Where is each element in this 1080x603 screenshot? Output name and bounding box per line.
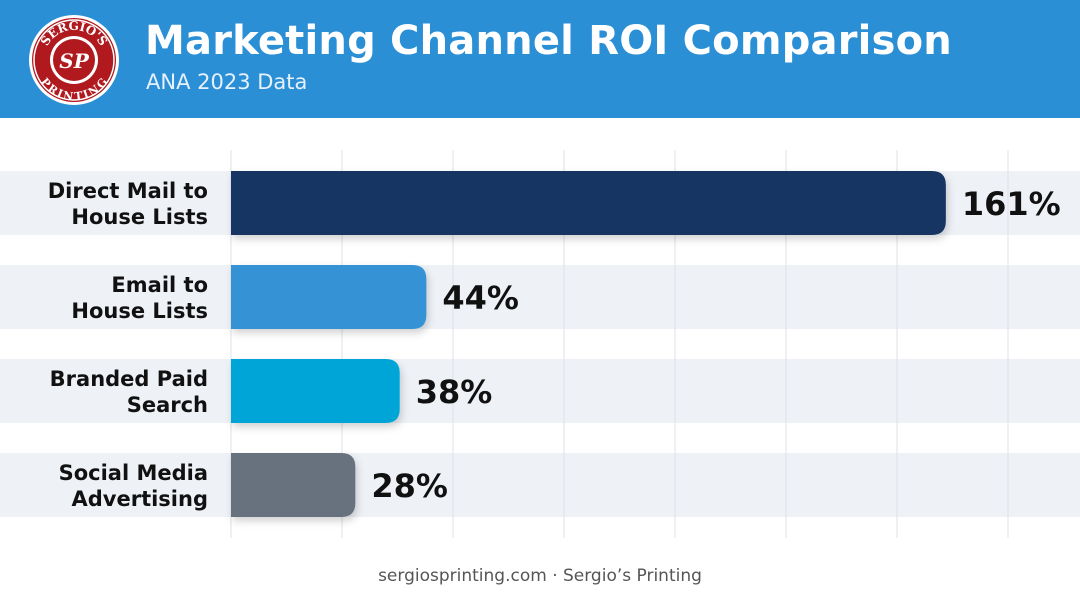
category-label: Social Media	[59, 461, 208, 485]
data-label: 28%	[371, 467, 448, 505]
category-label: House Lists	[71, 299, 208, 323]
category-label: Direct Mail to	[48, 179, 208, 203]
bar	[231, 359, 400, 423]
data-label: 161%	[962, 185, 1061, 223]
category-label: House Lists	[71, 205, 208, 229]
data-label: 44%	[442, 279, 519, 317]
row-background	[0, 265, 1080, 329]
row-background	[0, 359, 1080, 423]
footer-credit: sergiosprinting.com · Sergio’s Printing	[378, 566, 702, 586]
page-title: Marketing Channel ROI Comparison	[145, 18, 952, 64]
category-label: Branded Paid	[50, 367, 208, 391]
category-label: Email to	[111, 273, 208, 297]
bar	[231, 171, 946, 235]
logo-monogram: SP	[59, 49, 89, 73]
header-banner: SERGIO'S PRINTING SP Marketing Channel R…	[0, 0, 1080, 118]
page-subtitle: ANA 2023 Data	[146, 70, 308, 94]
data-label: 38%	[416, 373, 493, 411]
row-background	[0, 453, 1080, 517]
category-label: Advertising	[72, 487, 209, 511]
sergios-printing-logo: SERGIO'S PRINTING SP	[29, 15, 119, 105]
category-label: Search	[127, 393, 208, 417]
bar	[231, 265, 427, 329]
bar	[231, 453, 356, 517]
